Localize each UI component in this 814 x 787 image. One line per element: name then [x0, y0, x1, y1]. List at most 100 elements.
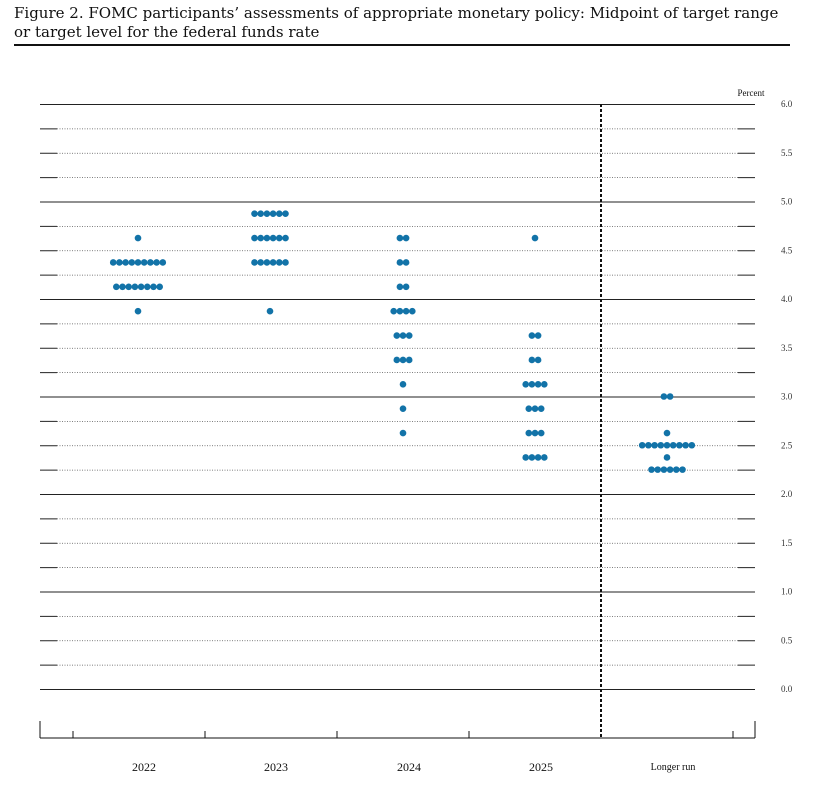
- participant-dot: [657, 441, 665, 449]
- participant-dot: [531, 429, 539, 437]
- participant-dot: [399, 332, 407, 339]
- participant-dot: [251, 234, 258, 242]
- caption-rule: [14, 44, 790, 46]
- y-tick-label: 0.5: [781, 635, 793, 645]
- participant-dot: [276, 234, 283, 242]
- participant-dot: [402, 259, 410, 266]
- participant-dot: [537, 429, 545, 437]
- y-tick-label: 4.5: [781, 245, 793, 255]
- participant-dot: [276, 210, 283, 217]
- participant-dot: [147, 259, 154, 266]
- participant-dot: [541, 454, 548, 461]
- participant-dot: [263, 259, 271, 266]
- participant-dot: [528, 381, 536, 388]
- participant-dot: [688, 441, 696, 449]
- participant-dot: [399, 429, 407, 437]
- participant-dot: [257, 234, 265, 242]
- participant-dot: [396, 259, 404, 266]
- participant-dot: [266, 307, 274, 315]
- participant-dot: [402, 283, 410, 291]
- participant-dot: [156, 283, 163, 291]
- participant-dot: [134, 307, 142, 315]
- participant-dot: [682, 441, 689, 449]
- participant-dot: [651, 441, 658, 449]
- x-category-label: 2022: [132, 760, 156, 774]
- x-category-label: 2024: [397, 760, 421, 774]
- participant-dot: [525, 429, 533, 437]
- participant-dot: [122, 259, 129, 266]
- y-tick-label: 3.0: [781, 392, 793, 402]
- participant-dot: [393, 356, 401, 364]
- participant-dot: [537, 405, 545, 412]
- participant-dot: [402, 307, 410, 315]
- participant-dot: [660, 466, 668, 473]
- gridlines: [40, 104, 755, 690]
- x-category-label: 2023: [264, 760, 288, 774]
- y-tick-labels: 0.0 0.5 1.0 1.5 2.0 2.5 3.0 3.5 4.0 4.5 5.0 5.5 6.0: [781, 99, 793, 694]
- participant-dot: [113, 283, 120, 291]
- participant-dot: [393, 332, 401, 339]
- participant-dot: [666, 466, 674, 473]
- participant-dot: [522, 454, 529, 461]
- participant-dot: [251, 259, 258, 266]
- participant-dot: [282, 259, 289, 266]
- participant-dot: [125, 283, 132, 291]
- participant-dot: [654, 466, 661, 473]
- participant-dot: [402, 234, 410, 242]
- participant-dot: [666, 393, 674, 400]
- participant-dot: [396, 283, 404, 291]
- y-tick-label: 5.0: [781, 197, 793, 207]
- participant-dot: [638, 441, 646, 449]
- participant-dot: [269, 259, 277, 266]
- participant-dot: [140, 259, 148, 266]
- participant-dot: [528, 356, 536, 364]
- x-category-labels: 2022 2023 2024 2025 Longer run: [132, 760, 695, 774]
- participant-dot: [660, 393, 668, 400]
- participant-dot: [399, 356, 407, 364]
- participant-dot: [390, 307, 398, 315]
- y-tick-label: 2.0: [781, 489, 793, 499]
- participant-dot: [134, 259, 142, 266]
- participant-dot: [269, 234, 277, 242]
- participant-dot: [399, 381, 407, 388]
- participant-dot: [257, 259, 265, 266]
- x-axis: [39, 721, 756, 739]
- participant-dot: [534, 381, 542, 388]
- participant-dot: [645, 441, 652, 449]
- participant-dot: [263, 234, 271, 242]
- unit-label: Percent: [738, 88, 765, 98]
- y-tick-label: 2.5: [781, 440, 793, 450]
- participant-dot: [663, 441, 671, 449]
- participant-dot: [282, 234, 289, 242]
- participant-dot: [134, 234, 142, 242]
- participant-dot: [150, 283, 157, 291]
- participant-dot: [159, 259, 167, 266]
- x-category-label: 2025: [529, 760, 553, 774]
- participant-dot: [137, 283, 145, 291]
- y-tick-label: 4.0: [781, 294, 793, 304]
- participant-dot: [528, 454, 536, 461]
- participant-dot: [663, 429, 671, 437]
- participant-dot: [396, 234, 404, 242]
- y-tick-label: 0.0: [781, 684, 793, 694]
- participant-dot: [648, 466, 655, 473]
- participant-dot: [128, 259, 136, 266]
- participant-dot: [531, 234, 539, 242]
- participant-dot: [153, 259, 160, 266]
- y-tick-label: 1.5: [781, 538, 793, 548]
- participant-dot: [663, 454, 671, 461]
- participant-dot: [396, 307, 404, 315]
- y-tick-label: 5.5: [781, 148, 793, 158]
- participant-dot: [405, 356, 413, 364]
- participant-dot: [528, 332, 536, 339]
- participant-dot: [282, 210, 289, 217]
- dots: [109, 210, 696, 473]
- participant-dot: [257, 210, 265, 217]
- participant-dot: [131, 283, 139, 291]
- participant-dot: [119, 283, 126, 291]
- participant-dot: [276, 259, 283, 266]
- participant-dot: [116, 259, 123, 266]
- participant-dot: [525, 405, 533, 412]
- figure-caption: Figure 2. FOMC participants’ assessments…: [14, 4, 779, 41]
